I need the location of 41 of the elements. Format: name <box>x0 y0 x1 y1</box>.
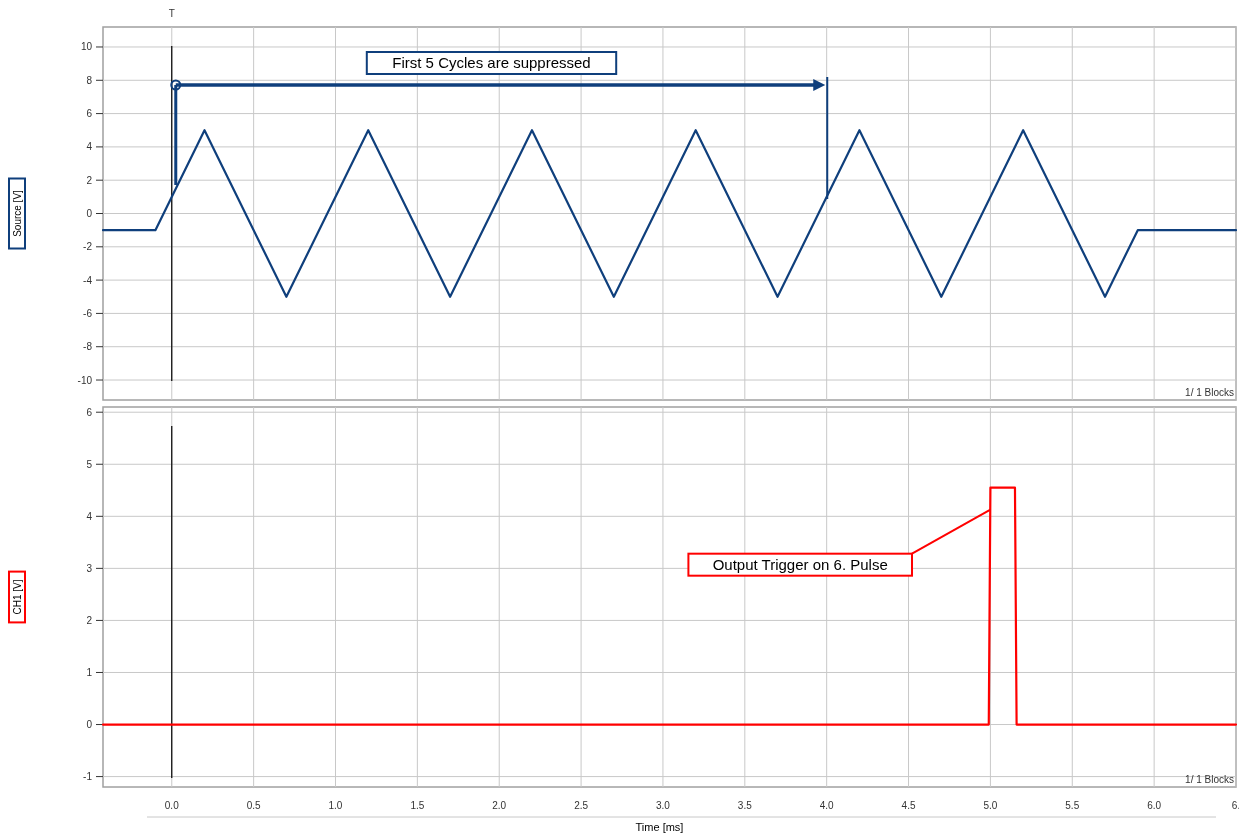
x-tick-label: 3.5 <box>737 800 753 811</box>
annotation: 1/ 1 Blocks <box>1185 774 1234 785</box>
y-tick-label: -10 <box>77 374 93 386</box>
x-tick-label: 2.0 <box>492 800 507 811</box>
x-tick-label: 5.5 <box>1065 800 1080 811</box>
x-tick-label: 4.5 <box>901 800 916 811</box>
y-tick-label: -1 <box>83 771 93 783</box>
y-tick-label: 6 <box>86 108 93 120</box>
y-tick-label: 0 <box>86 208 93 219</box>
x-tick-label: 0.0 <box>164 800 180 811</box>
x-tick-label: 4.0 <box>819 800 835 811</box>
y-tick-label: 0 <box>86 719 93 731</box>
y-tick-label: 10 <box>80 41 93 53</box>
x-tick-label: 2.5 <box>574 800 589 811</box>
ref-line-label: T <box>168 8 175 19</box>
y-tick-label: 4 <box>86 510 93 522</box>
x-tick-label: 6. <box>1231 800 1239 811</box>
x-axis-title: Time [ms] <box>635 821 684 833</box>
y-tick-label: -6 <box>83 307 93 319</box>
x-tick-label: 1.0 <box>328 800 343 811</box>
y-tick-label: 8 <box>86 74 93 86</box>
y-tick-label: 2 <box>86 174 93 186</box>
annotation: Output Trigger on 6. Pulse <box>712 555 888 573</box>
y-axis-title: Source [V] <box>11 189 23 237</box>
x-tick-label: 6.0 <box>1147 800 1162 811</box>
annotation: 1/ 1 Blocks <box>1185 387 1234 398</box>
y-tick-label: 2 <box>86 614 93 626</box>
x-tick-label: 3.0 <box>656 800 671 811</box>
x-tick-label: 0.5 <box>246 800 262 811</box>
y-tick-label: 4 <box>86 141 93 153</box>
y-axis-title: CH1 [V] <box>11 579 23 615</box>
x-tick-label: 5.0 <box>983 800 998 811</box>
y-tick-label: 1 <box>86 666 93 678</box>
y-tick-label: 6 <box>86 406 93 418</box>
y-tick-label: -8 <box>83 341 93 353</box>
y-tick-label: 3 <box>86 562 93 574</box>
y-tick-label: 5 <box>86 458 93 470</box>
y-tick-label: -4 <box>83 274 93 286</box>
x-tick-label: 1.5 <box>410 800 425 811</box>
annotation: First 5 Cycles are suppressed <box>392 54 591 72</box>
y-tick-label: -2 <box>83 241 93 253</box>
